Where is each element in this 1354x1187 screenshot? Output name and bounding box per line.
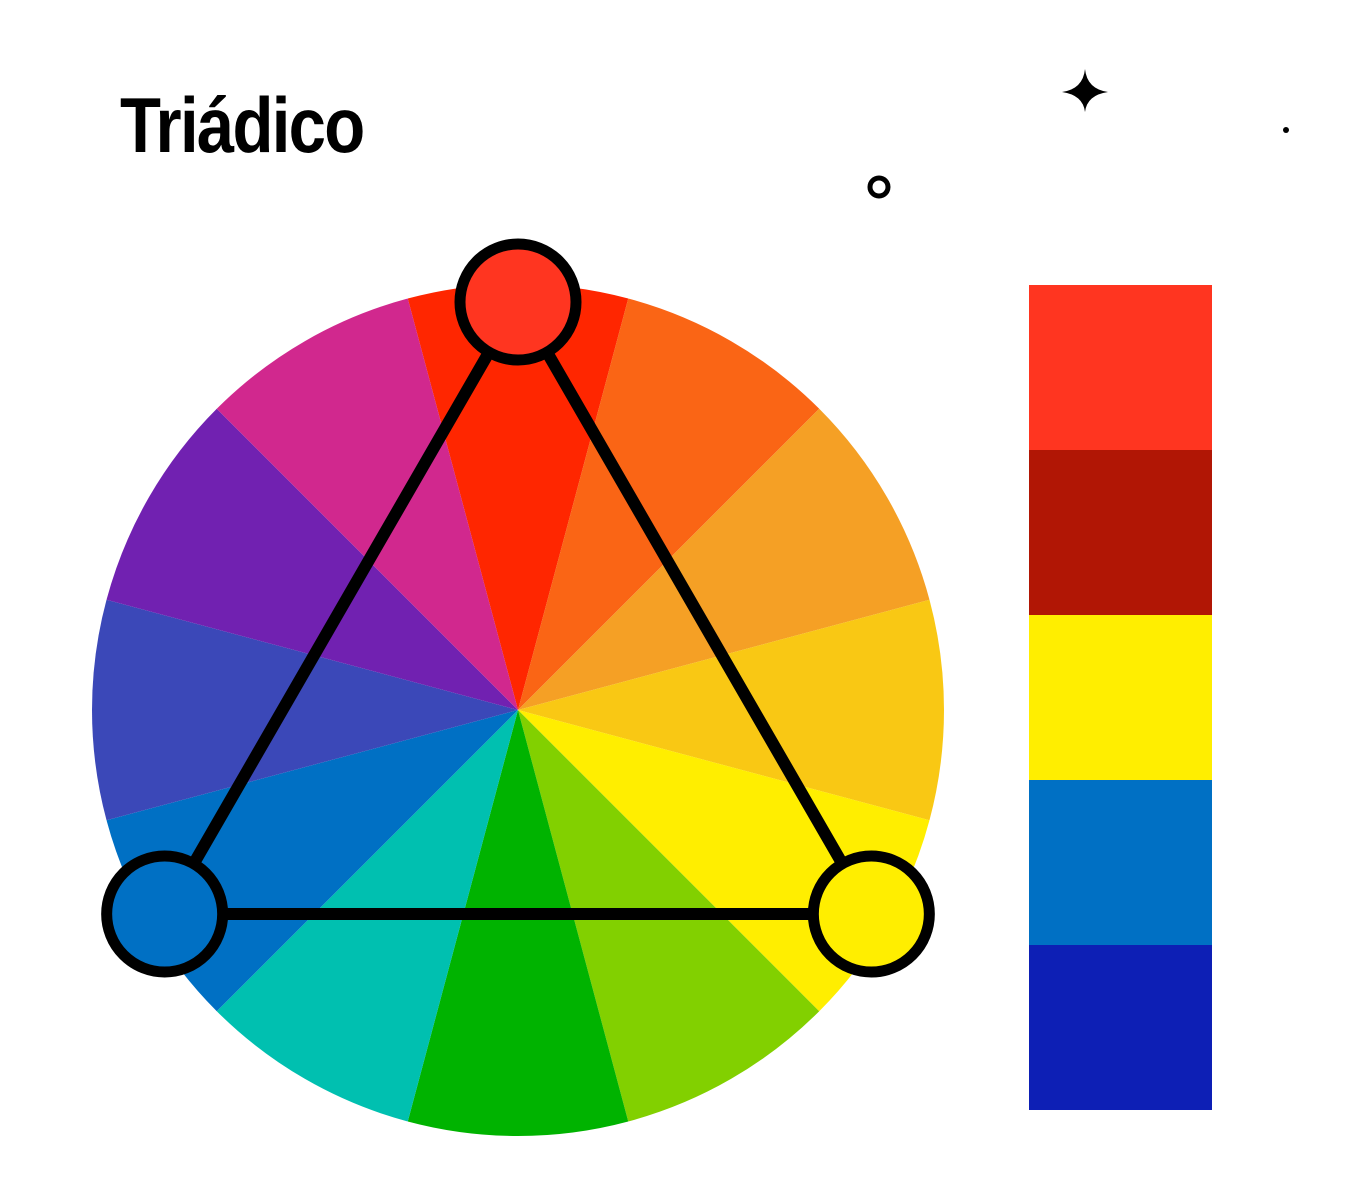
wheel-segment-orange xyxy=(518,408,930,710)
swatch-blue xyxy=(1029,780,1212,945)
wheel-segments xyxy=(92,284,944,1136)
swatch-dark-blue xyxy=(1029,945,1212,1110)
swatch-yellow xyxy=(1029,615,1212,780)
wheel-segment-green xyxy=(407,710,629,1136)
triad-marker-yellow xyxy=(807,850,935,978)
swatch-red xyxy=(1029,285,1212,450)
color-palette xyxy=(1029,285,1212,1110)
dot-icon xyxy=(1283,127,1289,133)
sparkle-icon xyxy=(1062,69,1108,112)
wheel-segment-red-orange xyxy=(518,298,820,710)
page-title: Triádico xyxy=(120,81,365,169)
triad-triangle xyxy=(158,296,878,920)
wheel-segment-violet xyxy=(106,408,519,710)
triad-marker-blue xyxy=(101,850,229,978)
ring-icon xyxy=(867,175,891,199)
wheel-segment-blue-violet xyxy=(92,599,518,821)
swatch-dark-red xyxy=(1029,450,1212,615)
triad-markers xyxy=(101,238,935,978)
wheel-segment-yellow-orange xyxy=(518,599,944,821)
triad-marker-red xyxy=(454,238,582,366)
wheel-segment-red-violet xyxy=(216,298,518,710)
